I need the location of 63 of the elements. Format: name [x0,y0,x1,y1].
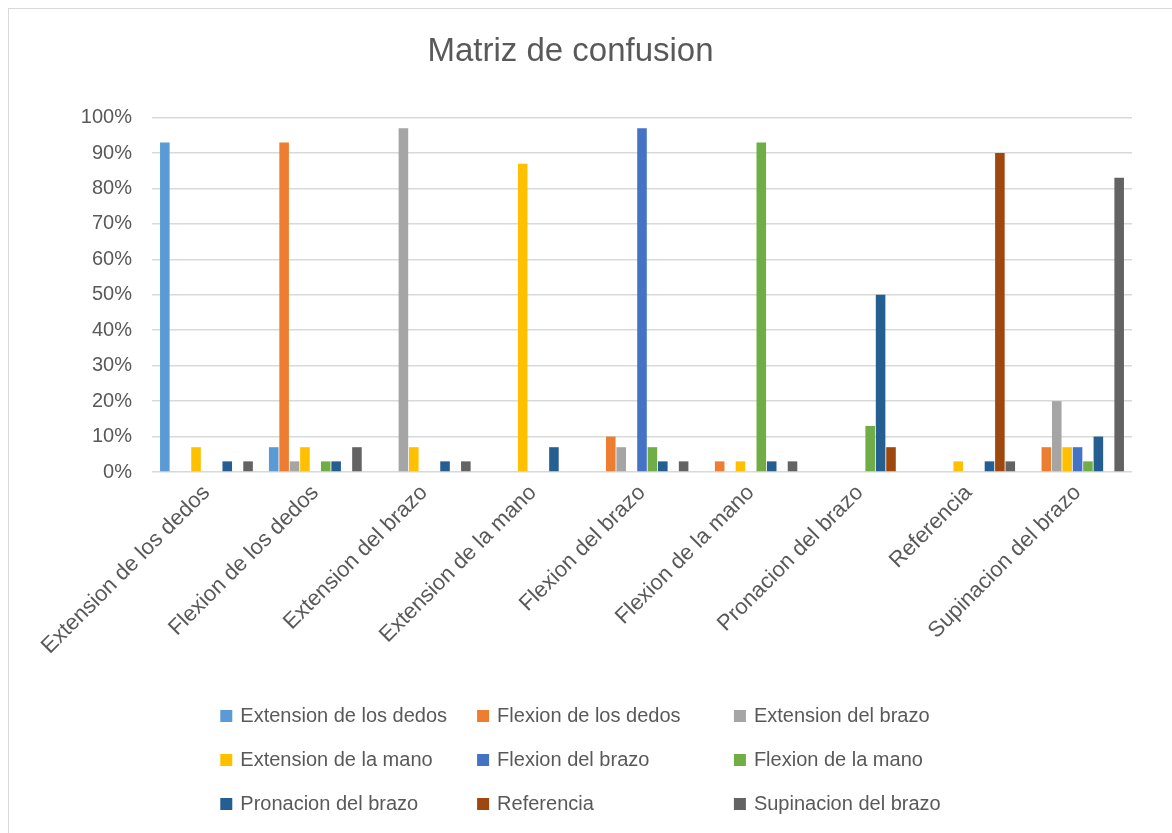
bar [398,128,409,472]
bar [658,461,668,472]
bar [714,461,725,472]
y-tick-label: 50% [91,282,133,305]
y-tick-label: 40% [91,317,133,340]
bar [320,461,331,472]
bar [637,128,647,472]
legend-label: Referencia [497,791,595,814]
bar [268,447,279,472]
bar [1072,447,1083,472]
bar [984,461,995,472]
bar [1041,447,1052,472]
y-tick-label: 90% [91,140,133,163]
bar [440,461,450,472]
bar [300,447,310,472]
legend-label: Extension del brazo [753,703,930,726]
y-tick-label: 70% [91,211,133,234]
bar [409,447,419,472]
bar [678,461,689,472]
y-tick-label: 60% [91,246,133,269]
bar [766,461,777,472]
bar [995,153,1005,472]
bar [875,294,886,472]
bar [461,461,471,472]
y-tick-label: 100% [80,105,133,128]
legend-label: Flexion del brazo [497,747,650,770]
y-tick-label: 80% [91,176,133,198]
y-tick-label: 10% [91,424,133,447]
bar [787,461,798,472]
bar [549,447,559,472]
bar [886,447,896,472]
bar [222,461,233,472]
bar [191,447,201,472]
y-tick-label: 30% [91,353,133,376]
bar [606,436,616,472]
bar [647,447,658,472]
legend-label: Extension de la mano [240,747,433,770]
bar [735,461,746,472]
bar [616,447,626,472]
legend-label: Pronacion del brazo [240,791,419,814]
bar [1051,401,1062,472]
bar [517,163,528,472]
bar [160,142,170,472]
legend-label: Flexion de los dedos [497,703,681,726]
bar [243,461,253,472]
bar [953,461,964,472]
bar [1062,447,1072,472]
chart-title: Matriz de confusion [427,30,714,68]
bar [1083,461,1093,472]
bar [352,447,362,472]
bar [331,461,341,472]
bar [1093,436,1104,472]
bar [279,142,289,472]
legend-label: Flexion de la mano [753,747,923,770]
legend-label: Supinacion del brazo [753,791,941,814]
bar [865,425,875,472]
y-tick-label: 0% [103,459,133,482]
y-tick-label: 20% [91,388,133,411]
bar [1005,461,1016,472]
legend-label: Extension de los dedos [240,703,448,726]
bar [756,142,767,472]
bar [1114,177,1124,472]
bar [289,461,300,472]
